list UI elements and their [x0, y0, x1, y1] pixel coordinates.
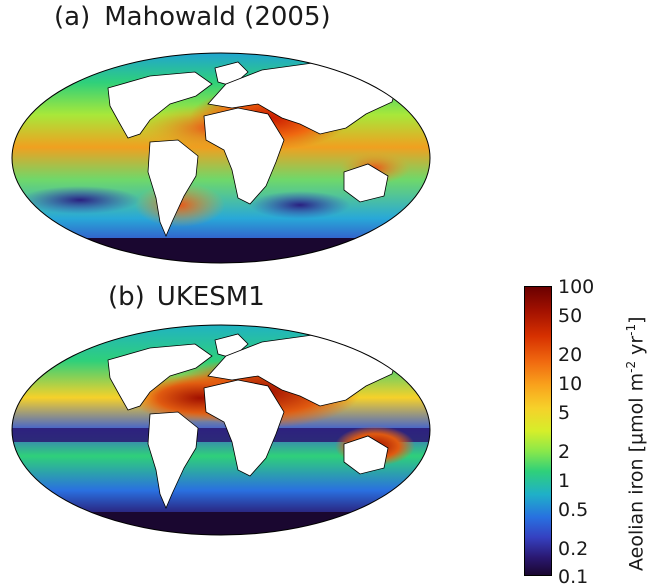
panel-b-title: (b) UKESM1: [108, 282, 265, 312]
panel-a-title: (a) Mahowald (2005): [54, 2, 331, 32]
panel-b-name: UKESM1: [156, 282, 265, 312]
colorbar-tick: 2: [558, 441, 571, 463]
panel-a-tag: (a): [54, 2, 91, 32]
map-panel-b: [11, 324, 431, 536]
colorbar-tick: 0.1: [558, 566, 589, 588]
colorbar-tick: 100: [558, 276, 595, 298]
colorbar-tick: 0.5: [558, 499, 589, 521]
colorbar-tick: 10: [558, 373, 583, 395]
colorbar-tick: 5: [558, 402, 571, 424]
colorbar-tick: 20: [558, 344, 583, 366]
colorbar-tick: 0.2: [558, 538, 589, 560]
colorbar-tick: 50: [558, 305, 583, 327]
colorbar-tick: 1: [558, 470, 571, 492]
panel-a-name: Mahowald (2005): [104, 2, 331, 32]
panel-b-tag: (b): [108, 282, 145, 312]
map-panel-a: [11, 52, 431, 264]
colorbar-label: Aeolian iron [µmol m-2 yr-1]: [624, 316, 648, 571]
colorbar: [524, 286, 552, 576]
